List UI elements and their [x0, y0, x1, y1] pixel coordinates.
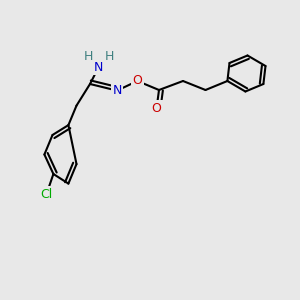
Text: N: N: [94, 61, 103, 74]
Text: O: O: [152, 101, 161, 115]
Text: Cl: Cl: [40, 188, 52, 201]
Text: H: H: [105, 50, 114, 64]
Text: N: N: [112, 84, 122, 97]
Text: H: H: [84, 50, 93, 64]
Text: O: O: [133, 74, 142, 88]
